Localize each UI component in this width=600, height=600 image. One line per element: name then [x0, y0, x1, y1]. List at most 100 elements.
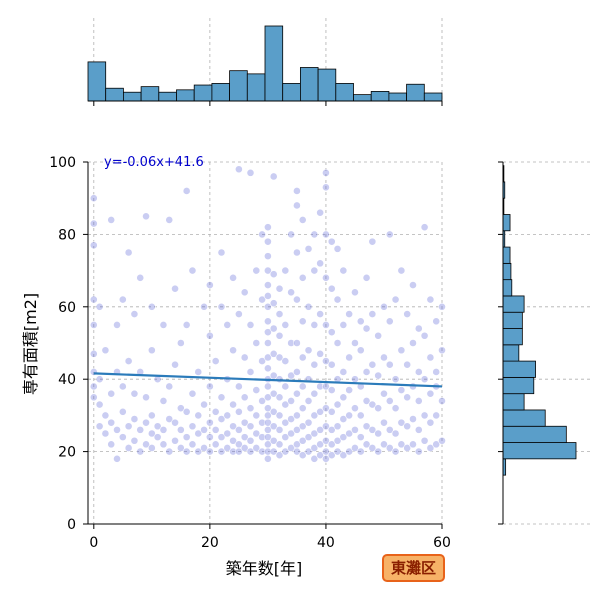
scatter-point — [316, 310, 325, 318]
scatter-point — [142, 212, 150, 221]
x-hist-bar — [140, 86, 160, 102]
scatter-point — [211, 357, 220, 365]
y-hist-bar — [502, 295, 525, 313]
scatter-point — [327, 440, 336, 449]
scatter-point — [345, 447, 354, 456]
scatter-point — [142, 393, 150, 402]
scatter-point — [275, 310, 284, 318]
scatter-point — [304, 433, 313, 442]
scatter-point — [269, 172, 278, 181]
scatter-point — [304, 418, 313, 427]
scatter-point — [264, 266, 272, 275]
scatter-point — [89, 295, 98, 304]
scatter-point — [264, 252, 272, 261]
scatter-point — [211, 440, 220, 449]
scatter-point — [147, 429, 156, 438]
scatter-point — [333, 422, 342, 431]
scatter-point — [142, 418, 150, 427]
scatter-point — [414, 397, 423, 405]
scatter-point — [217, 302, 226, 311]
scatter-point — [420, 331, 429, 340]
scatter-point — [327, 386, 336, 394]
scatter-point — [333, 339, 342, 347]
y-hist-bar — [502, 328, 523, 346]
scatter-point — [403, 360, 412, 369]
scatter-point — [374, 447, 383, 456]
x-hist-bar — [211, 83, 230, 102]
scatter-point — [275, 284, 284, 293]
scatter-point — [432, 317, 441, 326]
scatter-point — [281, 433, 290, 442]
scatter-point — [258, 447, 266, 456]
scatter-point — [414, 324, 423, 333]
scatter-point — [397, 418, 406, 427]
scatter-point — [380, 353, 388, 362]
scatter-point — [130, 436, 139, 445]
scatter-point — [391, 429, 400, 438]
scatter-point — [252, 339, 261, 347]
scatter-point — [101, 429, 110, 438]
scatter-point — [351, 339, 359, 347]
scatter-point — [188, 389, 197, 398]
scatter-point — [403, 393, 412, 402]
scatter-point — [171, 418, 179, 427]
district-badge: 東灘区 — [382, 554, 445, 582]
scatter-point — [310, 230, 319, 239]
scatter-point — [269, 422, 278, 431]
scatter-point — [275, 331, 284, 340]
scatter-point — [165, 382, 174, 391]
y-hist-bar — [502, 376, 535, 395]
y-tick-label: 20 — [58, 445, 76, 461]
scatter-point — [281, 266, 290, 275]
scatter-point — [351, 425, 359, 434]
scatter-point — [223, 429, 232, 438]
scatter-point — [269, 447, 278, 456]
x-tick-label: 0 — [89, 535, 98, 551]
scatter-point — [205, 281, 214, 289]
scatter-point — [333, 447, 342, 456]
scatter-point — [298, 436, 307, 445]
scatter-point — [327, 237, 336, 246]
scatter-point — [391, 295, 400, 304]
scatter-point — [89, 349, 98, 358]
y-hist-bar — [502, 246, 511, 264]
regression-equation: y=-0.06x+41.6 — [104, 155, 204, 170]
scatter-point — [385, 425, 394, 434]
scatter-point — [397, 440, 406, 449]
scatter-point — [269, 436, 278, 445]
scatter-point — [234, 310, 243, 318]
scatter-point — [234, 165, 243, 174]
scatter-point — [293, 295, 301, 304]
scatter-point — [246, 436, 255, 445]
scatter-point — [345, 310, 354, 318]
scatter-point — [414, 447, 423, 456]
regression-line — [93, 372, 443, 388]
scatter-point — [287, 397, 296, 405]
scatter-point — [403, 310, 412, 318]
scatter-point — [414, 425, 423, 434]
scatter-point — [234, 407, 243, 416]
scatter-point — [438, 397, 446, 405]
scatter-point — [293, 411, 301, 420]
scatter-point — [287, 288, 296, 297]
scatter-point — [287, 230, 296, 239]
scatter-point — [217, 433, 226, 442]
scatter-point — [171, 284, 179, 293]
scatter-point — [380, 440, 388, 449]
scatter-point — [113, 425, 121, 434]
scatter-point — [322, 436, 330, 445]
scatter-point — [182, 407, 191, 416]
x-hist-bar — [335, 83, 354, 102]
scatter-point — [264, 339, 272, 347]
scatter-point — [385, 397, 394, 405]
scatter-point — [229, 447, 237, 456]
scatter-point — [229, 436, 237, 445]
scatter-point — [438, 436, 446, 445]
scatter-point — [240, 393, 249, 402]
scatter-point — [281, 357, 290, 365]
scatter-point — [310, 360, 319, 369]
scatter-point — [252, 429, 261, 438]
scatter-point — [316, 407, 325, 416]
y-axis-label: 専有面積[m2] — [21, 293, 40, 395]
scatter-point — [368, 400, 377, 409]
